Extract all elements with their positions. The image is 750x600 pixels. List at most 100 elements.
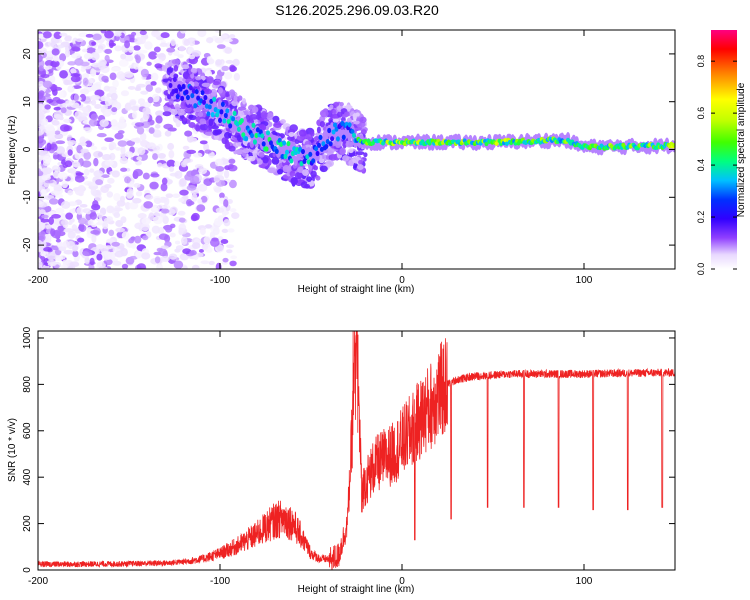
spectrogram-noise-cell [120,90,130,97]
spectrogram-noise-cell [114,45,122,52]
spectrogram-noise-cell [136,263,147,269]
spectrogram-noise-cell [140,90,149,95]
spectrogram-noise-cell [79,112,88,118]
spectrogram-ridge-cell [237,95,243,101]
spectrogram-ridge-cell [273,122,282,128]
spectrogram-ridge-core [315,150,320,157]
spectrogram-ridge-core [244,136,249,142]
spectrogram-noise-cell [186,198,193,207]
spectrogram-noise-cell [191,50,202,57]
spectrogram-noise-cell [229,260,237,267]
spectrogram-ridge-core [299,161,304,167]
spectrogram-ridge-cell [332,102,340,107]
spectrogram-noise-cell [38,200,43,205]
spectrogram-noise-cell [139,132,147,141]
spectrogram-noise-cell [121,231,130,240]
colorbar-label: Normalized spectral amplitude [736,82,747,217]
spectrogram-noise-cell [83,99,93,105]
spectrogram-noise-cell [150,72,159,81]
spectrogram-noise-cell [60,201,71,209]
spectrogram-ridge-cell [206,76,214,84]
spectrogram-noise-cell [113,207,124,212]
spectrogram-noise-cell [90,51,100,61]
spectrogram-noise-cell [53,106,61,111]
spectrogram-noise-cell [197,198,203,204]
spectrogram-noise-cell [64,79,74,85]
spectrogram-noise-cell [64,35,72,42]
spectrogram-noise-cell [153,58,163,64]
spectrogram-noise-cell [120,53,127,60]
spectrogram-noise-cell [154,63,163,69]
spectrogram-ridge-core [236,126,241,132]
spectrogram-noise-cell [156,247,164,252]
spectrogram-noise-cell [110,92,118,101]
spectrogram-noise-cell [151,207,159,212]
spectrogram-ridge-cell [290,177,299,185]
spectrogram-ridge-cell [359,116,367,124]
snr-x-tick-label: -100 [210,576,230,587]
spectrogram-ridge-cell [319,109,329,118]
spectrogram-noise-cell [75,172,84,176]
spectrogram-noise-cell [165,193,174,199]
spectrogram-noise-cell [52,171,60,179]
spectrogram-noise-cell [51,223,58,230]
spectrogram-noise-cell [61,180,69,189]
spectrogram-noise-cell [119,153,127,158]
spectrogram-noise-cell [186,184,197,191]
spectrogram-noise-cell [168,166,175,172]
spectrogram-ridge-core [225,108,230,114]
spectrogram-ridge-cell [306,176,312,182]
spectrogram-noise-cell [157,204,164,209]
spectrogram-ridge-core [210,112,215,118]
spectrogram-noise-cell [141,252,151,260]
spectrogram-noise-cell [90,113,99,121]
spectrogram-ridge-cell [197,111,204,117]
snr-y-tick-label: 600 [22,422,33,439]
spectrogram-ridge-cell [237,106,247,111]
spectrogram-noise-cell [93,150,104,158]
colorbar-tick-label: 0.4 [696,159,706,172]
spectrogram-ridge-cell [304,183,311,189]
spectrogram-noise-cell [182,248,192,255]
spectrogram-noise-cell [172,193,181,199]
spectrogram-noise-cell [177,54,184,59]
spectrogram-noise-cell [91,234,97,243]
spectrogram-noise-cell [169,223,176,229]
spectrogram-noise-cell [40,109,51,114]
spectrogram-noise-cell [59,124,70,132]
spectrogram-noise-cell [88,118,98,127]
spectrogram-ridge-core [334,126,339,132]
spectrogram-ridge-core [239,117,244,124]
spectrogram-noise-cell [142,172,150,180]
spectrogram-noise-cell [67,149,73,156]
spectrogram-ridge-cell [280,119,286,124]
spectrogram-noise-cell [82,127,93,131]
spectrogram-ridge-cell [326,148,335,154]
spectrogram-noise-cell [38,261,43,268]
spectrogram-noise-cell [147,96,154,104]
spectrogram-ridge-core [283,153,288,159]
spectrogram-noise-cell [200,195,208,203]
spectrogram-noise-cell [134,87,142,92]
spectrogram-noise-cell [77,237,85,243]
spectrogram-ridge-cell [210,88,218,97]
spectrogram-ridge-cell [267,167,277,174]
spectrogram-noise-cell [85,210,91,215]
snr-y-tick-label: 1000 [22,326,33,349]
spectrogram-noise-cell [121,263,129,269]
spectrogram-noise-cell [137,213,147,219]
spectrogram-noise-cell [40,251,47,257]
spectrogram-noise-cell [193,238,201,244]
spectrogram-noise-cell [84,256,90,265]
spectrogram-noise-cell [90,187,97,196]
spectrogram-noise-cell [126,188,134,195]
spectrogram-ridge-core [223,112,228,119]
spectrogram-ridge-cell [332,118,340,123]
spectrogram-noise-cell [155,110,164,117]
spectrogram-noise-cell [82,249,93,257]
spectrogram-ridge-core [280,153,285,160]
snr-y-tick-label: 400 [22,468,33,485]
spectrogram-noise-cell [48,198,59,205]
spectrogram-noise-cell [102,104,108,111]
spectrogram-noise-cell [68,167,77,174]
